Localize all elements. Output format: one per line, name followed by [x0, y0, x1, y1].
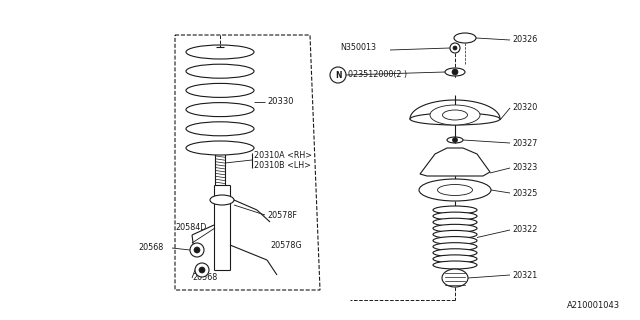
Ellipse shape [186, 122, 254, 136]
Text: 20327: 20327 [512, 139, 538, 148]
Ellipse shape [433, 224, 477, 232]
Ellipse shape [433, 261, 477, 269]
Ellipse shape [438, 185, 472, 196]
Text: 20322: 20322 [512, 226, 538, 235]
Ellipse shape [433, 249, 477, 257]
Text: 20578G: 20578G [270, 241, 301, 250]
Circle shape [194, 247, 200, 253]
Circle shape [452, 138, 458, 142]
Circle shape [190, 243, 204, 257]
Text: 20568: 20568 [138, 244, 163, 252]
Text: 20325: 20325 [512, 188, 538, 197]
Ellipse shape [433, 255, 477, 263]
Text: N350013: N350013 [340, 43, 376, 52]
Ellipse shape [433, 243, 477, 251]
Circle shape [450, 43, 460, 53]
Circle shape [199, 267, 205, 273]
Circle shape [330, 67, 346, 83]
Ellipse shape [433, 218, 477, 226]
Ellipse shape [445, 68, 465, 76]
Text: 20584D: 20584D [175, 223, 206, 233]
Ellipse shape [454, 33, 476, 43]
Ellipse shape [433, 212, 477, 220]
Text: 20326: 20326 [512, 36, 537, 44]
Text: 20310B <LH>: 20310B <LH> [254, 161, 311, 170]
Ellipse shape [419, 179, 491, 201]
Circle shape [453, 46, 457, 50]
Text: 20320: 20320 [512, 103, 537, 113]
Ellipse shape [442, 269, 468, 287]
Ellipse shape [186, 141, 254, 155]
Text: 20330: 20330 [267, 98, 294, 107]
Circle shape [452, 69, 458, 75]
Ellipse shape [447, 137, 463, 143]
Text: 20321: 20321 [512, 270, 537, 279]
Text: 023512000(2 ): 023512000(2 ) [348, 70, 407, 79]
Ellipse shape [430, 105, 480, 125]
Ellipse shape [433, 230, 477, 238]
Ellipse shape [433, 206, 477, 214]
Ellipse shape [410, 113, 500, 125]
Ellipse shape [442, 110, 467, 120]
Text: 20323: 20323 [512, 164, 537, 172]
Text: N: N [335, 70, 341, 79]
Text: 20310A <RH>: 20310A <RH> [254, 150, 312, 159]
Ellipse shape [186, 103, 254, 116]
Polygon shape [420, 148, 490, 176]
Ellipse shape [186, 45, 254, 59]
Text: 20578F: 20578F [267, 211, 297, 220]
Ellipse shape [210, 195, 234, 205]
Ellipse shape [186, 64, 254, 78]
Ellipse shape [433, 236, 477, 244]
Text: A210001043: A210001043 [567, 301, 620, 310]
Circle shape [195, 263, 209, 277]
Ellipse shape [186, 84, 254, 97]
Text: 20568: 20568 [192, 274, 217, 283]
